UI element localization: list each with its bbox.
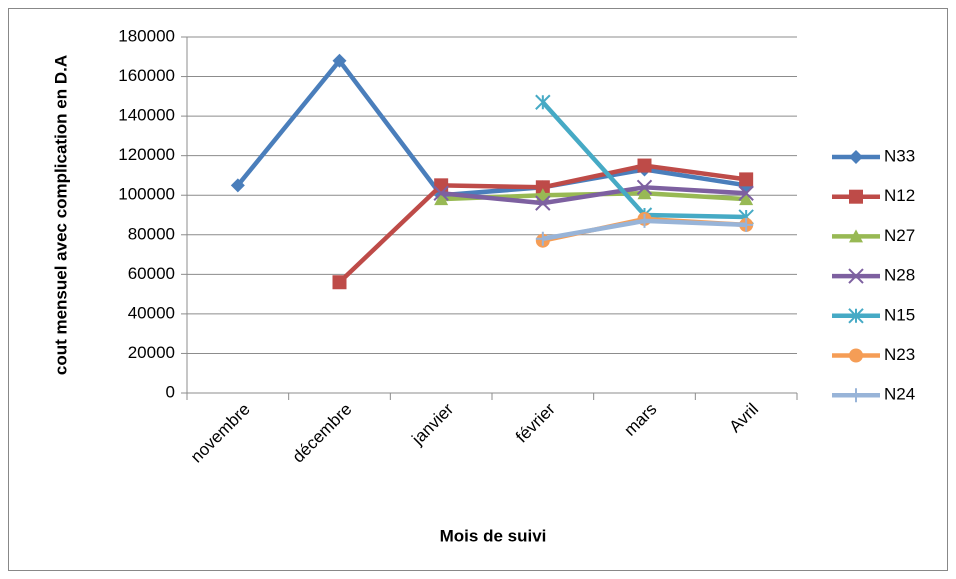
marker [332,275,347,290]
marker [848,268,864,284]
marker [637,158,652,173]
marker [332,53,347,68]
marker [739,172,754,187]
marker [535,180,550,195]
y-tick-label: 40000 [128,303,175,322]
marker [738,185,754,201]
y-axis-title: cout mensuel avec complication en D.A [51,55,70,375]
y-tick-label: 160000 [118,66,175,85]
y-tick-label: 180000 [118,26,175,45]
marker [230,178,245,193]
marker [739,217,754,232]
marker [849,189,863,204]
chart-border [8,8,948,571]
y-tick-label: 100000 [118,185,175,204]
legend-label: N28 [884,266,915,285]
marker [434,178,449,193]
y-tick-label: 0 [166,382,175,401]
legend-label: N33 [884,146,915,165]
y-tick-label: 20000 [128,343,175,362]
x-axis-title: Mois de suivi [440,526,547,545]
marker [535,188,550,202]
series-line [440,185,747,206]
marker [535,195,551,211]
y-tick-label: 120000 [118,145,175,164]
legend-label: N27 [884,226,915,245]
marker [849,348,863,363]
legend-label: N15 [884,305,915,324]
y-tick-label: 140000 [118,106,175,125]
legend-label: N12 [884,186,915,205]
marker [535,231,550,246]
marker [433,185,449,201]
marker [434,192,449,206]
legend-label: N24 [884,385,915,404]
marker [848,308,864,324]
marker [637,213,652,228]
series-line [236,58,747,198]
marker [849,388,863,403]
marker [637,186,652,200]
y-tick-label: 80000 [128,224,175,243]
legend-label: N23 [884,345,915,364]
marker [849,229,863,243]
y-tick-label: 60000 [128,264,175,283]
marker [535,94,551,110]
marker [849,150,863,164]
marker [636,179,653,196]
marker [739,192,754,206]
